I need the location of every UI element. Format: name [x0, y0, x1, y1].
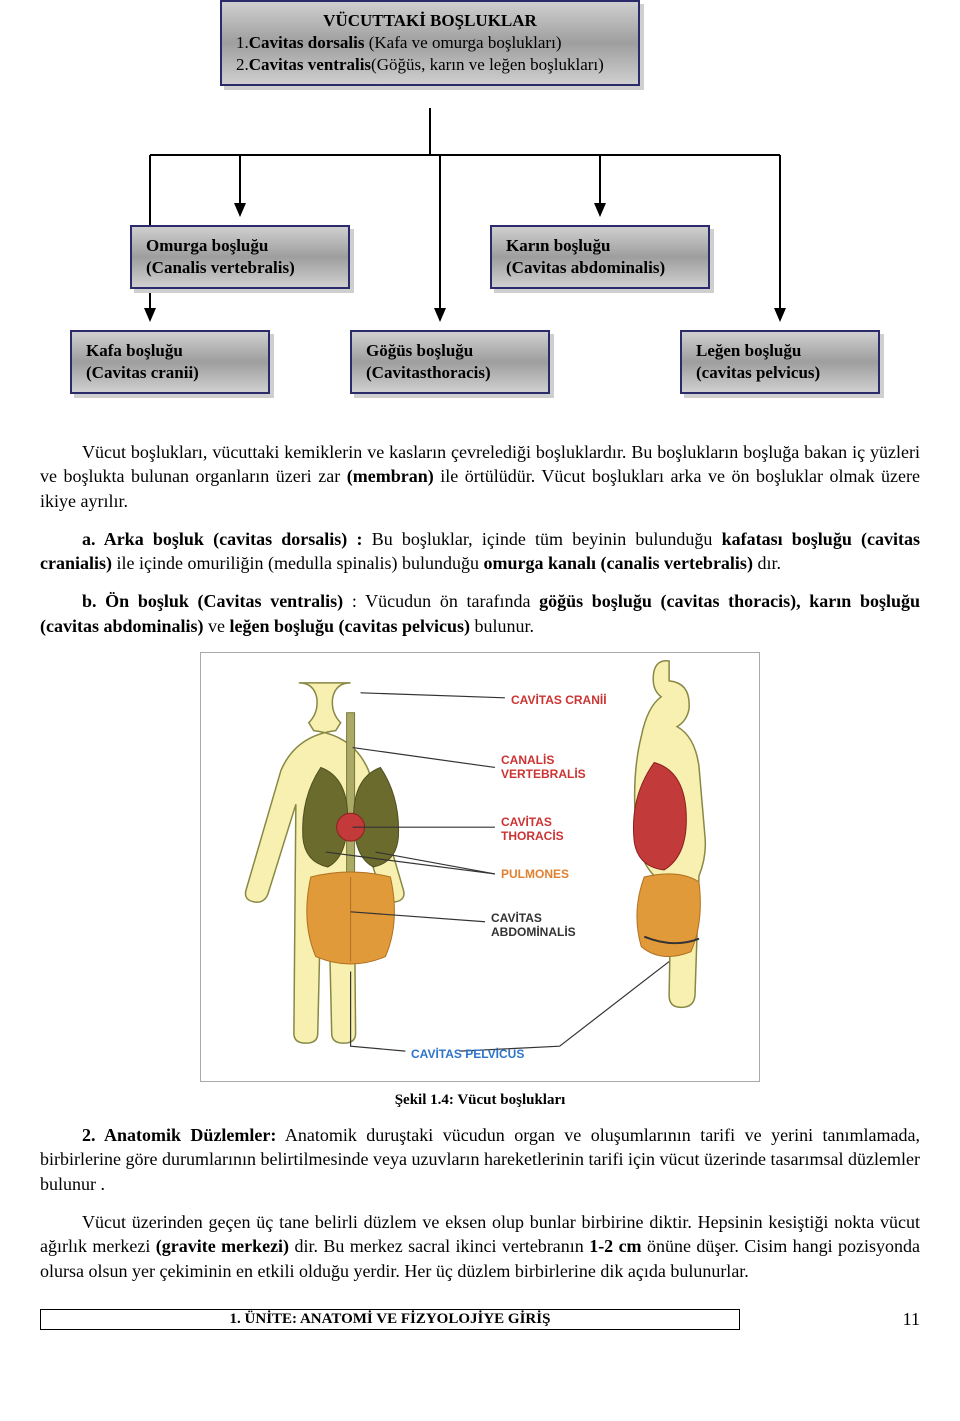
label-pelvicus: CAVİTAS PELVİCUS [411, 1047, 524, 1061]
label-pulmones: PULMONES [501, 867, 569, 881]
label-cranii: CAVİTAS CRANİİ [511, 693, 607, 707]
paragraph-a-arka: a. Arka boşluk (cavitas dorsalis) : Bu b… [40, 527, 920, 576]
flowchart: VÜCUTTAKİ BOŞLUKLAR 1.Cavitas dorsalis (… [40, 0, 920, 420]
anatomy-svg [201, 653, 759, 1081]
paragraph-intro: Vücut boşlukları, vücuttaki kemiklerin v… [40, 440, 920, 513]
footer-unit: 1. ÜNİTE: ANATOMİ VE FİZYOLOJİYE GİRİŞ [40, 1309, 740, 1330]
node-kafa: Kafa boşluğu (Cavitas cranii) [70, 330, 270, 394]
flowchart-root: VÜCUTTAKİ BOŞLUKLAR 1.Cavitas dorsalis (… [220, 0, 640, 86]
paragraph-gravite: Vücut üzerinden geçen üç tane belirli dü… [40, 1210, 920, 1283]
figure-body-cavities: CAVİTAS CRANİİ CANALİS VERTEBRALİS CAVİT… [200, 652, 760, 1082]
paragraph-anatomik-duzlemler: 2. Anatomik Düzlemler: Anatomik duruştak… [40, 1123, 920, 1196]
node-gogus: Göğüs boşluğu (Cavitasthoracis) [350, 330, 550, 394]
figure-caption: Şekil 1.4: Vücut boşlukları [40, 1092, 920, 1109]
side-body [633, 661, 705, 1008]
page-number: 11 [903, 1309, 920, 1330]
node-legen: Leğen boşluğu (cavitas pelvicus) [680, 330, 880, 394]
label-thoracis: CAVİTAS THORACİS [501, 815, 601, 843]
root-title: VÜCUTTAKİ BOŞLUKLAR [236, 10, 624, 32]
front-body [245, 683, 404, 1043]
label-vertebralis: CANALİS VERTEBRALİS [501, 753, 611, 781]
label-abdominalis: CAVİTAS ABDOMİNALİS [491, 911, 601, 939]
paragraph-b-on: b. Ön boşluk (Cavitas ventralis) : Vücud… [40, 589, 920, 638]
node-karin: Karın boşluğu (Cavitas abdominalis) [490, 225, 710, 289]
page-footer: 1. ÜNİTE: ANATOMİ VE FİZYOLOJİYE GİRİŞ 1… [40, 1297, 920, 1330]
node-omurga: Omurga boşluğu (Canalis vertebralis) [130, 225, 350, 289]
